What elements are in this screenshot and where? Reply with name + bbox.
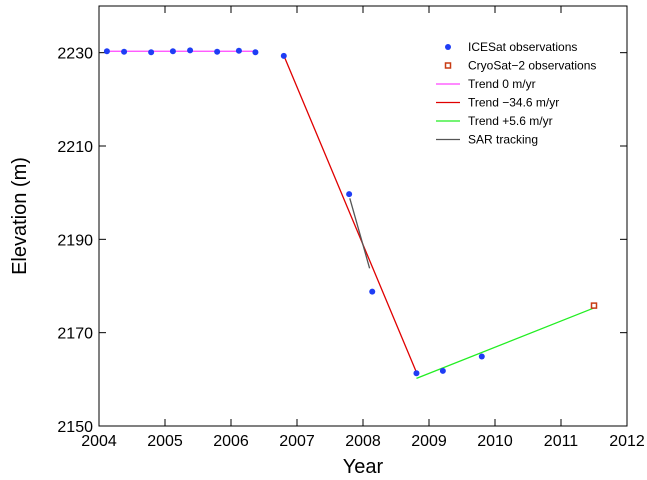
icesat-point xyxy=(346,191,353,198)
legend-marker-cryosat-2-observations xyxy=(444,62,452,69)
y-axis-label: Elevation (m) xyxy=(9,157,31,275)
legend-label-cryosat-2-observations: CryoSat−2 observations xyxy=(468,59,596,73)
x-tick-label: 2010 xyxy=(477,433,513,450)
icesat-point xyxy=(187,47,194,54)
icesat-point xyxy=(369,288,376,295)
plot-area xyxy=(98,5,628,427)
data-series xyxy=(103,47,598,380)
y-tick-label: 2190 xyxy=(57,232,93,249)
series-line-trend-5-6-m-yr xyxy=(416,307,595,380)
icesat-point xyxy=(478,353,485,360)
x-tick-label: 2007 xyxy=(279,433,315,450)
x-axis-label: Year xyxy=(343,456,384,478)
x-tick-label: 2012 xyxy=(609,433,645,450)
legend-label-trend-0-m-yr: Trend 0 m/yr xyxy=(468,77,536,91)
y-tick-label: 2230 xyxy=(57,46,93,63)
legend-label-trend-5-6-m-yr: Trend +5.6 m/yr xyxy=(468,114,553,128)
series-line-sar-tracking xyxy=(349,198,371,269)
legend: ICESat observations CryoSat−2 observation… xyxy=(436,40,596,147)
legend-label-icesat-observations: ICESat observations xyxy=(468,40,577,54)
icesat-point xyxy=(252,49,259,56)
icesat-point xyxy=(148,49,155,56)
icesat-point xyxy=(121,48,128,55)
y-tick-label: 2150 xyxy=(57,419,93,436)
x-tick-label: 2008 xyxy=(345,433,381,450)
x-tick-label: 2005 xyxy=(147,433,183,450)
legend-marker-icesat-observations xyxy=(445,44,451,50)
axis-ticks: 2004 2005 2006 2007 2008 2009 2010 2011 2012 2150… xyxy=(57,6,645,450)
icesat-point xyxy=(169,48,176,55)
icesat-point xyxy=(103,48,110,55)
x-tick-label: 2009 xyxy=(411,433,447,450)
legend-label-sar-tracking: SAR tracking xyxy=(468,133,538,147)
series-line-trend-34-6-m-yr xyxy=(283,55,418,373)
icesat-point xyxy=(280,52,287,59)
y-tick-label: 2210 xyxy=(57,139,93,156)
icesat-point xyxy=(214,48,221,55)
x-tick-label: 2004 xyxy=(81,433,117,450)
legend-label-trend-34-6-m-yr: Trend −34.6 m/yr xyxy=(468,96,559,110)
icesat-point xyxy=(235,47,242,54)
x-tick-label: 2006 xyxy=(213,433,249,450)
icesat-point xyxy=(413,370,420,377)
icesat-point xyxy=(439,367,446,374)
y-tick-label: 2170 xyxy=(57,326,93,343)
cryosat-point xyxy=(590,302,598,309)
x-tick-label: 2011 xyxy=(544,433,579,450)
